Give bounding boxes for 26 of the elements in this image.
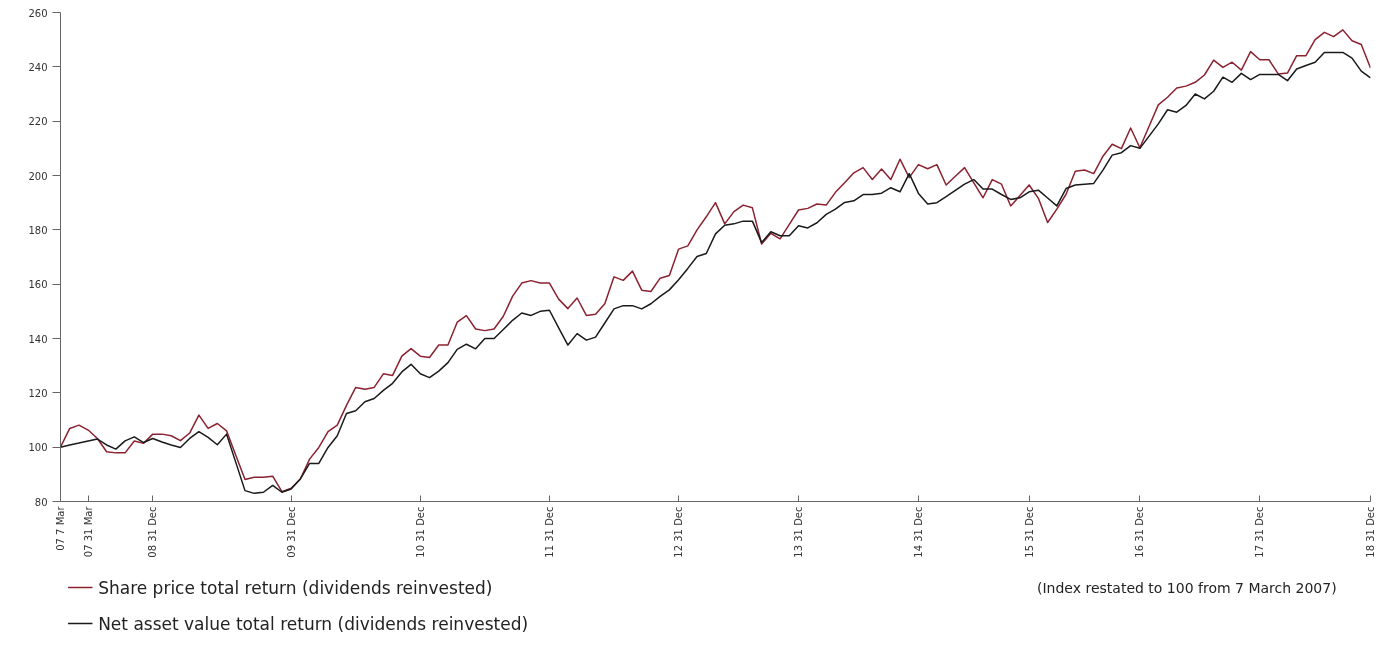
text: (Index restated to 100 from 7 March 2007) xyxy=(1037,579,1337,596)
x-tick-label: 08 31 Dec xyxy=(147,506,159,558)
x-tick-label: 09 31 Dec xyxy=(285,506,297,558)
x-tick-label: 07 7 Mar xyxy=(55,505,66,551)
x-tick-label: 17 31 Dec xyxy=(1254,506,1266,558)
y-tick-label: 120 xyxy=(28,387,48,399)
x-tick-label: 10 31 Dec xyxy=(414,506,426,558)
x-tick-label: 18 31 Dec xyxy=(1365,506,1376,558)
y-tick-label: 160 xyxy=(28,279,48,291)
x-tick-label: 07 31 Mar xyxy=(82,505,94,558)
y-tick-label: 200 xyxy=(28,170,48,182)
x-tick-label: 11 31 Dec xyxy=(543,506,555,558)
y-tick-label: 180 xyxy=(28,224,48,236)
x-tick-label: 12 31 Dec xyxy=(673,506,685,558)
x-tick-label: 15 31 Dec xyxy=(1023,506,1035,558)
x-tick-label: 13 31 Dec xyxy=(793,506,805,558)
y-tick-label: 80 xyxy=(34,496,48,508)
y-tick-label: 140 xyxy=(28,333,48,345)
x-tick-label: 16 31 Dec xyxy=(1134,506,1146,558)
legend-label: Net asset value total return (dividends reinvested) xyxy=(98,613,529,634)
x-tick-label: 14 31 Dec xyxy=(912,506,924,558)
y-tick-label: 220 xyxy=(28,116,48,128)
y-tick-label: 240 xyxy=(28,61,48,73)
y-tick-label: 100 xyxy=(28,442,48,454)
legend-label: Share price total return (dividends reinvested) xyxy=(98,577,493,598)
y-tick-label: 260 xyxy=(28,7,48,19)
